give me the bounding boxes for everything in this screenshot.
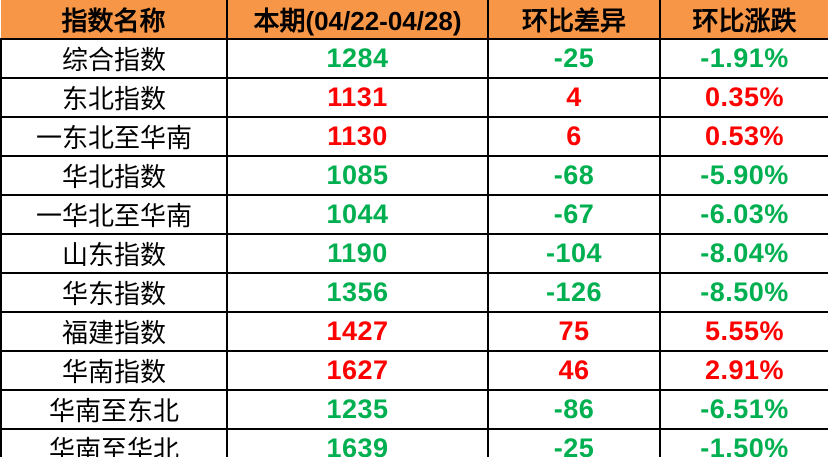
- diff-cell: -68: [487, 155, 661, 196]
- index-name-cell: 一华北至华南: [0, 194, 228, 235]
- table-row: 东北指数 1131 4 0.35%: [0, 77, 828, 118]
- diff-cell: -104: [487, 233, 661, 274]
- pct-cell: 0.53%: [659, 116, 828, 157]
- current-value-cell: 1085: [226, 155, 489, 196]
- index-name-cell: 东北指数: [0, 77, 228, 118]
- col-header-index-name: 指数名称: [1, 0, 228, 40]
- index-name-cell: 华东指数: [0, 272, 228, 313]
- pct-cell: 5.55%: [659, 311, 828, 352]
- diff-cell: 46: [487, 350, 661, 391]
- current-value-cell: 1235: [226, 389, 489, 430]
- col-header-current-period: 本期(04/22-04/28): [226, 0, 489, 40]
- col-header-diff: 环比差异: [487, 0, 661, 40]
- current-value-cell: 1131: [226, 77, 489, 118]
- index-name-cell: 华北指数: [0, 155, 228, 196]
- pct-cell: -6.03%: [659, 194, 828, 235]
- table-row: 一华北至华南 1044 -67 -6.03%: [0, 194, 828, 235]
- index-name-cell: 华南至华北: [0, 428, 228, 457]
- diff-cell: -25: [487, 428, 661, 457]
- header-row: 指数名称 本期(04/22-04/28) 环比差异 环比涨跌: [1, 0, 828, 40]
- diff-cell: 4: [487, 77, 661, 118]
- table-row: 山东指数 1190 -104 -8.04%: [0, 233, 828, 274]
- table-row: 华南指数 1627 46 2.91%: [0, 350, 828, 391]
- pct-cell: 0.35%: [659, 77, 828, 118]
- table-row: 综合指数 1284 -25 -1.91%: [0, 38, 828, 79]
- table-row: 一东北至华南 1130 6 0.53%: [0, 116, 828, 157]
- current-value-cell: 1044: [226, 194, 489, 235]
- table-row: 华北指数 1085 -68 -5.90%: [0, 155, 828, 196]
- index-name-cell: 山东指数: [0, 233, 228, 274]
- diff-cell: -86: [487, 389, 661, 430]
- diff-cell: -126: [487, 272, 661, 313]
- diff-cell: 75: [487, 311, 661, 352]
- pct-cell: -1.91%: [659, 38, 828, 79]
- index-name-cell: 综合指数: [0, 38, 228, 79]
- pct-cell: -8.04%: [659, 233, 828, 274]
- table-row: 华东指数 1356 -126 -8.50%: [0, 272, 828, 313]
- index-name-cell: 福建指数: [0, 311, 228, 352]
- pct-cell: -1.50%: [659, 428, 828, 457]
- current-value-cell: 1427: [226, 311, 489, 352]
- current-value-cell: 1284: [226, 38, 489, 79]
- pct-cell: -6.51%: [659, 389, 828, 430]
- pct-cell: -5.90%: [659, 155, 828, 196]
- pct-cell: 2.91%: [659, 350, 828, 391]
- table-row: 华南至东北 1235 -86 -6.51%: [0, 389, 828, 430]
- diff-cell: -25: [487, 38, 661, 79]
- current-value-cell: 1130: [226, 116, 489, 157]
- index-name-cell: 华南至东北: [0, 389, 228, 430]
- col-header-change-pct: 环比涨跌: [659, 0, 828, 40]
- current-value-cell: 1639: [226, 428, 489, 457]
- current-value-cell: 1627: [226, 350, 489, 391]
- current-value-cell: 1190: [226, 233, 489, 274]
- diff-cell: -67: [487, 194, 661, 235]
- index-name-cell: 华南指数: [0, 350, 228, 391]
- table-row: 福建指数 1427 75 5.55%: [0, 311, 828, 352]
- diff-cell: 6: [487, 116, 661, 157]
- index-name-cell: 一东北至华南: [0, 116, 228, 157]
- current-value-cell: 1356: [226, 272, 489, 313]
- table-row: 华南至华北 1639 -25 -1.50%: [0, 428, 828, 457]
- pct-cell: -8.50%: [659, 272, 828, 313]
